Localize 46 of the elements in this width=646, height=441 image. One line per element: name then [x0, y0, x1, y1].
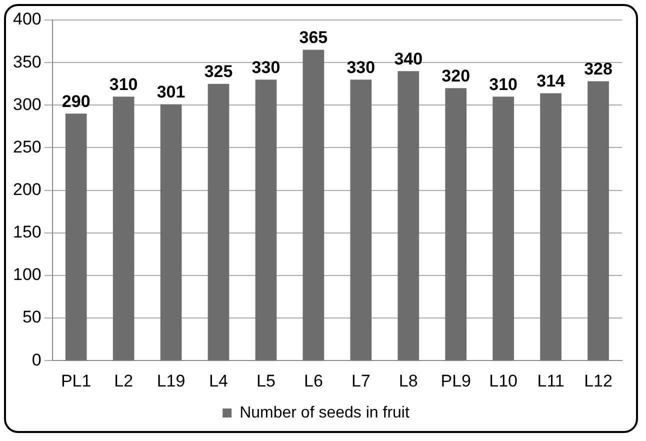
- x-tick-label: L4: [209, 371, 228, 390]
- y-tick-label: 100: [12, 265, 42, 284]
- x-tick-label: L8: [398, 371, 418, 390]
- data-label: 365: [299, 28, 328, 47]
- data-label: 320: [442, 66, 470, 86]
- bar: [208, 84, 230, 360]
- data-label: 290: [62, 92, 90, 111]
- x-tick-label: L2: [114, 371, 134, 390]
- y-tick-label: 50: [22, 308, 42, 327]
- x-tick-label: L10: [489, 371, 518, 390]
- x-tick-label: L7: [351, 371, 370, 390]
- data-label: 314: [536, 71, 566, 90]
- bar: [588, 81, 609, 360]
- bar: [255, 80, 277, 360]
- data-label: 328: [584, 59, 612, 78]
- x-tick-label: PL9: [440, 371, 471, 390]
- data-label: 325: [204, 62, 233, 82]
- y-tick-label: 250: [12, 137, 42, 156]
- data-label: 310: [109, 74, 138, 94]
- x-tick-label: L5: [256, 371, 276, 390]
- legend-label: Number of seeds in fruit: [240, 404, 410, 422]
- y-tick-label: 300: [12, 94, 42, 114]
- bar: [540, 93, 562, 360]
- data-label: 330: [346, 58, 376, 77]
- data-label: 310: [489, 74, 518, 94]
- bar: [112, 96, 134, 360]
- bar: [350, 80, 372, 360]
- bar: [160, 104, 182, 360]
- y-tick-label: 150: [12, 222, 42, 242]
- y-tick-label: 400: [12, 10, 42, 29]
- x-tick-label: L19: [156, 371, 186, 390]
- data-label: 301: [156, 82, 186, 102]
- y-tick-label: 350: [12, 52, 42, 72]
- x-tick-label: L12: [584, 371, 612, 390]
- data-label: 330: [252, 58, 280, 77]
- y-tick-label: 0: [32, 350, 42, 370]
- x-tick-label: L11: [537, 371, 564, 390]
- x-tick-label: L6: [304, 371, 323, 390]
- x-tick-label: PL1: [60, 371, 92, 390]
- bar: [492, 96, 514, 360]
- y-tick-label: 200: [12, 180, 42, 199]
- bar: [65, 114, 87, 360]
- data-label: 340: [394, 49, 423, 68]
- bar: [445, 88, 467, 360]
- bar: [398, 71, 420, 360]
- bar: [302, 50, 324, 360]
